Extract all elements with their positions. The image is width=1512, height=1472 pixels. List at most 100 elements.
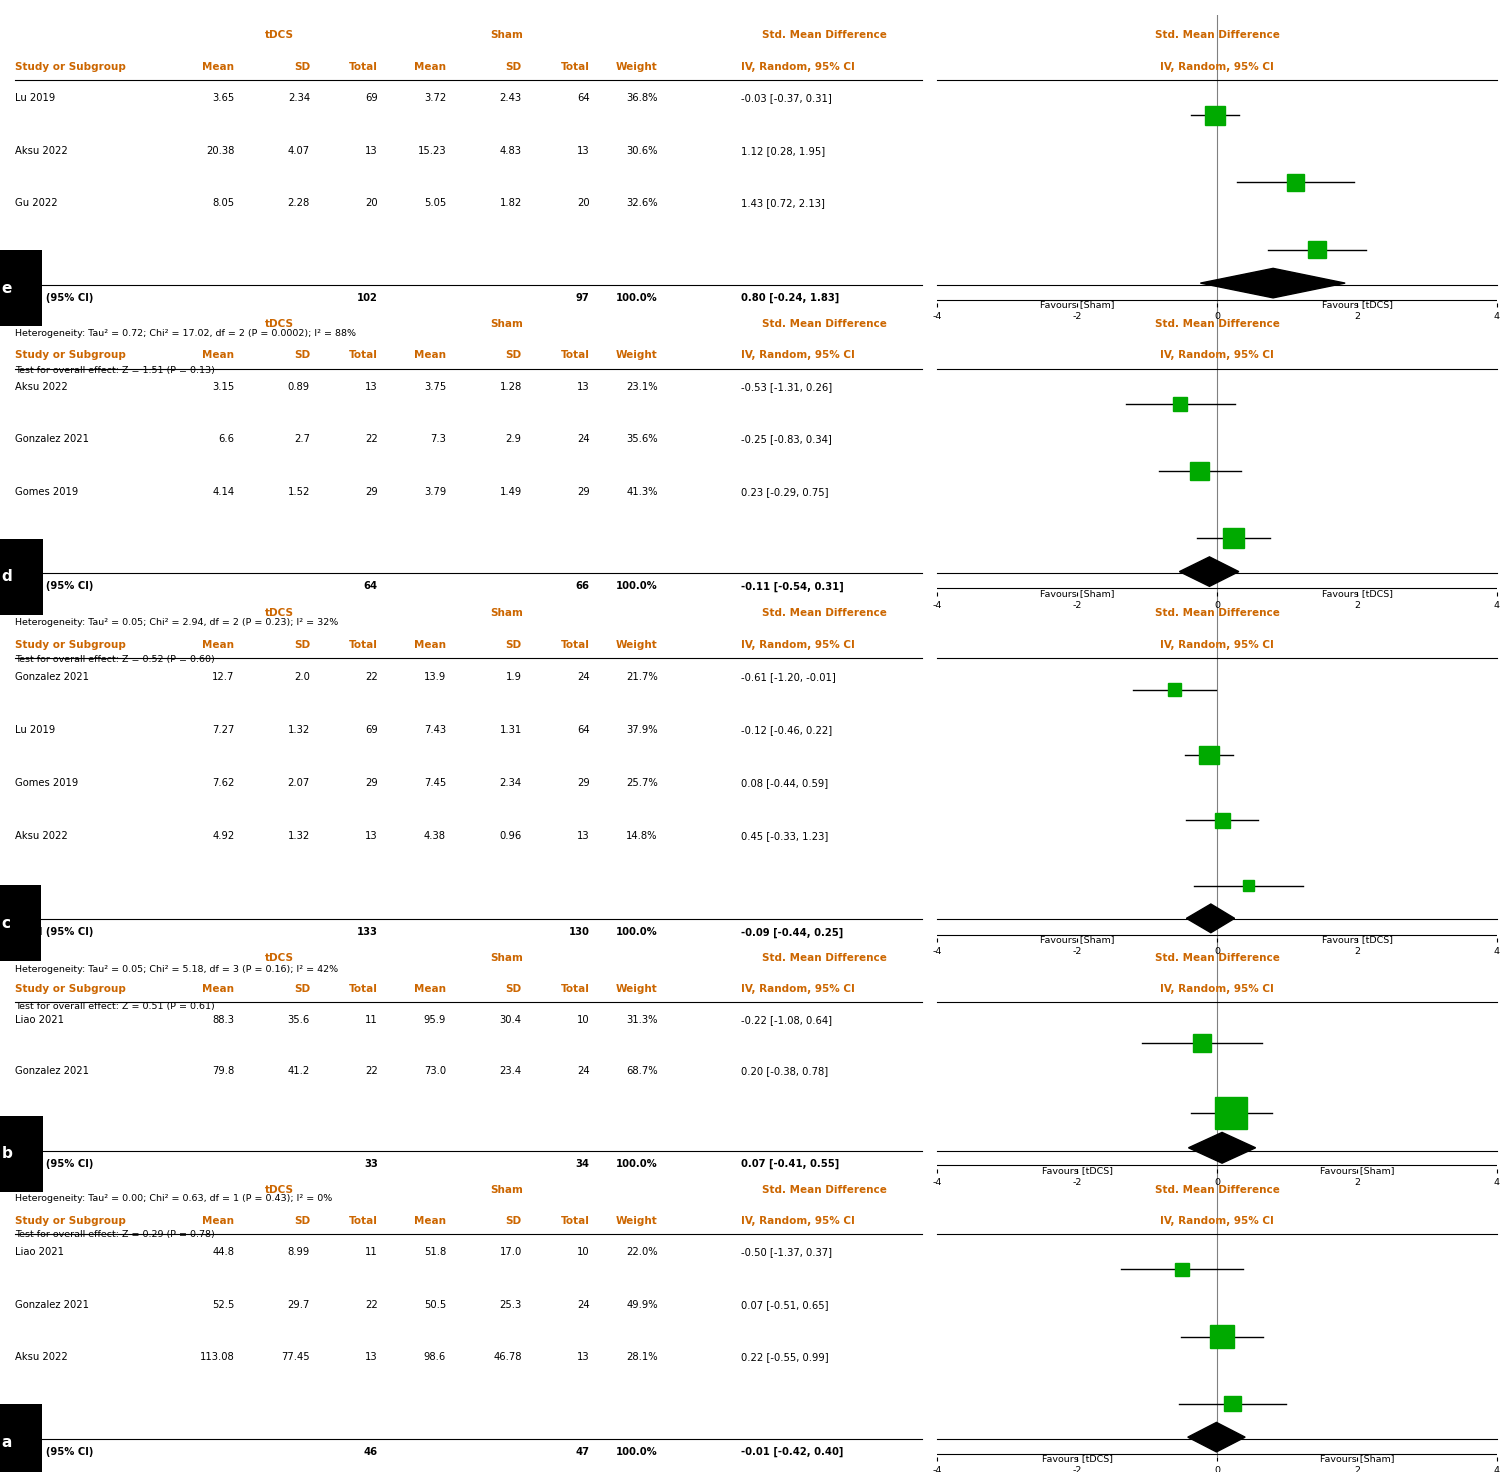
Text: SD: SD [293, 1216, 310, 1226]
Text: -0.09 [-0.44, 0.25]: -0.09 [-0.44, 0.25] [741, 927, 844, 938]
Text: Weight: Weight [615, 1216, 658, 1226]
Text: 29: 29 [578, 779, 590, 788]
Text: Mean: Mean [203, 985, 234, 994]
Text: 0.89: 0.89 [287, 381, 310, 392]
Text: SD: SD [293, 985, 310, 994]
Text: 77.45: 77.45 [281, 1353, 310, 1363]
Text: Total: Total [349, 1216, 378, 1226]
Text: -0.03 [-0.37, 0.31]: -0.03 [-0.37, 0.31] [741, 93, 832, 103]
Text: 13: 13 [366, 381, 378, 392]
Text: Total (95% CI): Total (95% CI) [15, 581, 94, 592]
Text: 3.75: 3.75 [423, 381, 446, 392]
Text: c: c [2, 916, 11, 930]
Text: 8.99: 8.99 [287, 1247, 310, 1257]
Text: 32.6%: 32.6% [626, 199, 658, 209]
Text: Sham: Sham [490, 1185, 523, 1194]
Text: 4.07: 4.07 [287, 146, 310, 156]
Text: tDCS: tDCS [265, 608, 295, 618]
Text: Sham: Sham [490, 608, 523, 618]
Text: 51.8: 51.8 [423, 1247, 446, 1257]
Text: -0.12 [-0.46, 0.22]: -0.12 [-0.46, 0.22] [741, 724, 832, 735]
Text: Mean: Mean [203, 62, 234, 72]
Text: 97: 97 [576, 293, 590, 303]
FancyBboxPatch shape [1193, 1033, 1211, 1051]
Text: Study or Subgroup: Study or Subgroup [15, 62, 125, 72]
Text: 7.27: 7.27 [212, 724, 234, 735]
Text: 49.9%: 49.9% [626, 1300, 658, 1310]
Text: 29: 29 [366, 487, 378, 498]
Text: Favours [tDCS]: Favours [tDCS] [1321, 300, 1393, 309]
Text: 79.8: 79.8 [212, 1066, 234, 1076]
Text: 1.32: 1.32 [287, 832, 310, 842]
Text: 23.1%: 23.1% [626, 381, 658, 392]
Text: Favours [Sham]: Favours [Sham] [1040, 935, 1114, 945]
Text: IV, Random, 95% CI: IV, Random, 95% CI [1160, 640, 1275, 649]
Text: Weight: Weight [615, 640, 658, 649]
Text: 1.31: 1.31 [499, 724, 522, 735]
Text: Std. Mean Difference: Std. Mean Difference [762, 31, 886, 40]
Text: 1.12 [0.28, 1.95]: 1.12 [0.28, 1.95] [741, 146, 826, 156]
Text: 4.14: 4.14 [212, 487, 234, 498]
Text: 3.15: 3.15 [212, 381, 234, 392]
Text: Gomes 2019: Gomes 2019 [15, 487, 79, 498]
Text: 21.7%: 21.7% [626, 671, 658, 682]
Text: 2.07: 2.07 [287, 779, 310, 788]
Text: 100.0%: 100.0% [615, 581, 658, 592]
Text: 133: 133 [357, 927, 378, 938]
Text: Favours [Sham]: Favours [Sham] [1040, 589, 1114, 598]
Polygon shape [1187, 904, 1235, 933]
Text: 22.0%: 22.0% [626, 1247, 658, 1257]
Text: Favours [tDCS]: Favours [tDCS] [1321, 935, 1393, 945]
Text: Lu 2019: Lu 2019 [15, 93, 56, 103]
Text: IV, Random, 95% CI: IV, Random, 95% CI [741, 62, 854, 72]
Text: Test for overall effect: Z = 1.51 (P = 0.13): Test for overall effect: Z = 1.51 (P = 0… [15, 367, 215, 375]
Text: 2.34: 2.34 [499, 779, 522, 788]
Text: 35.6: 35.6 [287, 1014, 310, 1025]
FancyBboxPatch shape [1205, 106, 1225, 125]
Text: Weight: Weight [615, 985, 658, 994]
FancyBboxPatch shape [1216, 1097, 1247, 1129]
Text: IV, Random, 95% CI: IV, Random, 95% CI [741, 985, 854, 994]
Text: 0.20 [-0.38, 0.78]: 0.20 [-0.38, 0.78] [741, 1066, 829, 1076]
Text: Sham: Sham [490, 31, 523, 40]
Text: Total: Total [561, 350, 590, 361]
Text: 0.96: 0.96 [499, 832, 522, 842]
Text: 37.9%: 37.9% [626, 724, 658, 735]
Text: SD: SD [293, 640, 310, 649]
Text: 41.3%: 41.3% [626, 487, 658, 498]
Text: 24: 24 [578, 1066, 590, 1076]
Text: 47: 47 [576, 1447, 590, 1457]
Text: Study or Subgroup: Study or Subgroup [15, 640, 125, 649]
Text: Test for overall effect: Z = 0.29 (P = 0.78): Test for overall effect: Z = 0.29 (P = 0… [15, 1231, 215, 1239]
Text: 11: 11 [366, 1014, 378, 1025]
Text: 20: 20 [578, 199, 590, 209]
Text: 15.23: 15.23 [417, 146, 446, 156]
Text: -0.53 [-1.31, 0.26]: -0.53 [-1.31, 0.26] [741, 381, 832, 392]
Text: 8.05: 8.05 [212, 199, 234, 209]
Text: 69: 69 [366, 724, 378, 735]
Text: Gonzalez 2021: Gonzalez 2021 [15, 434, 89, 445]
Text: -0.01 [-0.42, 0.40]: -0.01 [-0.42, 0.40] [741, 1447, 844, 1457]
Text: Aksu 2022: Aksu 2022 [15, 1353, 68, 1363]
Text: Sham: Sham [490, 319, 523, 328]
Text: Test for overall effect: Z = 0.52 (P = 0.60): Test for overall effect: Z = 0.52 (P = 0… [15, 655, 215, 664]
Text: Std. Mean Difference: Std. Mean Difference [762, 608, 886, 618]
Text: Study or Subgroup: Study or Subgroup [15, 350, 125, 361]
Text: 35.6%: 35.6% [626, 434, 658, 445]
Text: IV, Random, 95% CI: IV, Random, 95% CI [741, 1216, 854, 1226]
Text: Total: Total [349, 350, 378, 361]
Text: 4.83: 4.83 [499, 146, 522, 156]
Text: 46.78: 46.78 [493, 1353, 522, 1363]
Text: 3.65: 3.65 [212, 93, 234, 103]
Text: 64: 64 [578, 93, 590, 103]
Text: -0.22 [-1.08, 0.64]: -0.22 [-1.08, 0.64] [741, 1014, 832, 1025]
Text: SD: SD [505, 1216, 522, 1226]
Text: 20.38: 20.38 [206, 146, 234, 156]
Text: Total (95% CI): Total (95% CI) [15, 293, 94, 303]
Text: 64: 64 [364, 581, 378, 592]
FancyBboxPatch shape [1175, 1263, 1190, 1276]
Text: Std. Mean Difference: Std. Mean Difference [1155, 319, 1279, 328]
Text: 13: 13 [578, 381, 590, 392]
Text: 14.8%: 14.8% [626, 832, 658, 842]
Text: IV, Random, 95% CI: IV, Random, 95% CI [741, 350, 854, 361]
